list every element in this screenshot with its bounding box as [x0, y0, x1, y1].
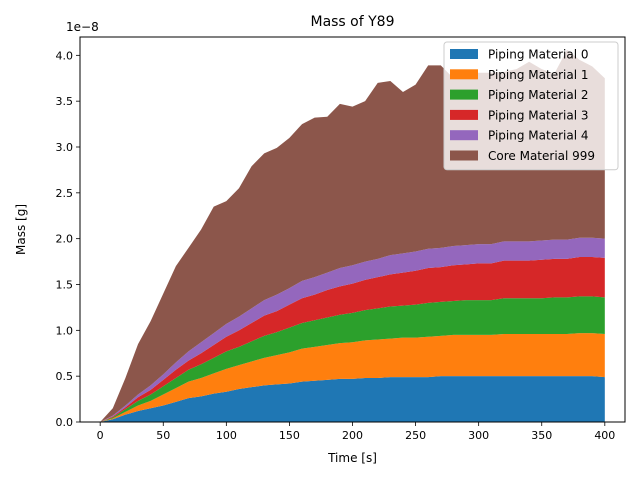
- y-tick-label: 3.0: [56, 141, 74, 154]
- legend-entry: Piping Material 1: [488, 68, 589, 82]
- x-tick-label: 250: [405, 429, 426, 442]
- legend-entry: Piping Material 2: [488, 88, 589, 102]
- legend-swatch: [450, 89, 478, 100]
- y-tick-label: 2.5: [56, 187, 74, 200]
- chart-title: Mass of Y89: [310, 14, 394, 30]
- x-tick-label: 0: [97, 429, 104, 442]
- y-tick-label: 0.5: [56, 370, 74, 383]
- y-tick-label: 2.0: [56, 233, 74, 246]
- area-series-1: [100, 333, 605, 422]
- y-tick-label: 4.0: [56, 49, 74, 62]
- legend-entry: Piping Material 0: [488, 48, 589, 62]
- x-tick-label: 350: [531, 429, 552, 442]
- legend-entry: Piping Material 4: [488, 129, 589, 143]
- legend-swatch: [450, 69, 478, 80]
- y-axis-label: Mass [g]: [14, 204, 28, 255]
- area-series-3: [100, 257, 605, 422]
- x-tick-label: 200: [342, 429, 363, 442]
- x-axis-label: Time [s]: [327, 451, 377, 465]
- y-tick-label: 0.0: [56, 416, 74, 429]
- legend-swatch: [450, 109, 478, 120]
- legend-box: [443, 41, 619, 171]
- area-series-0: [100, 376, 605, 422]
- y-tick-label: 1.0: [56, 324, 74, 337]
- legend-swatch: [450, 49, 478, 59]
- x-tick-label: 100: [216, 429, 237, 442]
- legend-entry: Piping Material 3: [488, 108, 589, 122]
- legend: Piping Material 0 Piping Material 1 Piping…: [443, 41, 619, 171]
- area-series-4: [100, 237, 605, 422]
- y-tick-label: 1.5: [56, 279, 74, 292]
- x-axis-ticks: 0 50 100 150 200 250 300 350 400: [97, 422, 615, 442]
- y-tick-label: 3.5: [56, 95, 74, 108]
- legend-entry: Core Material 999: [488, 149, 595, 163]
- x-tick-label: 150: [279, 429, 300, 442]
- y-axis-ticks: 0.0 0.5 1.0 1.5 2.0 2.5 3.0 3.5 4.0: [56, 49, 80, 429]
- x-tick-label: 400: [594, 429, 615, 442]
- y-axis-scale-label: 1e−8: [66, 20, 99, 34]
- x-tick-label: 50: [156, 429, 170, 442]
- legend-swatch: [450, 150, 478, 161]
- area-series-2: [100, 296, 605, 422]
- legend-swatch: [450, 130, 478, 141]
- x-tick-label: 300: [468, 429, 489, 442]
